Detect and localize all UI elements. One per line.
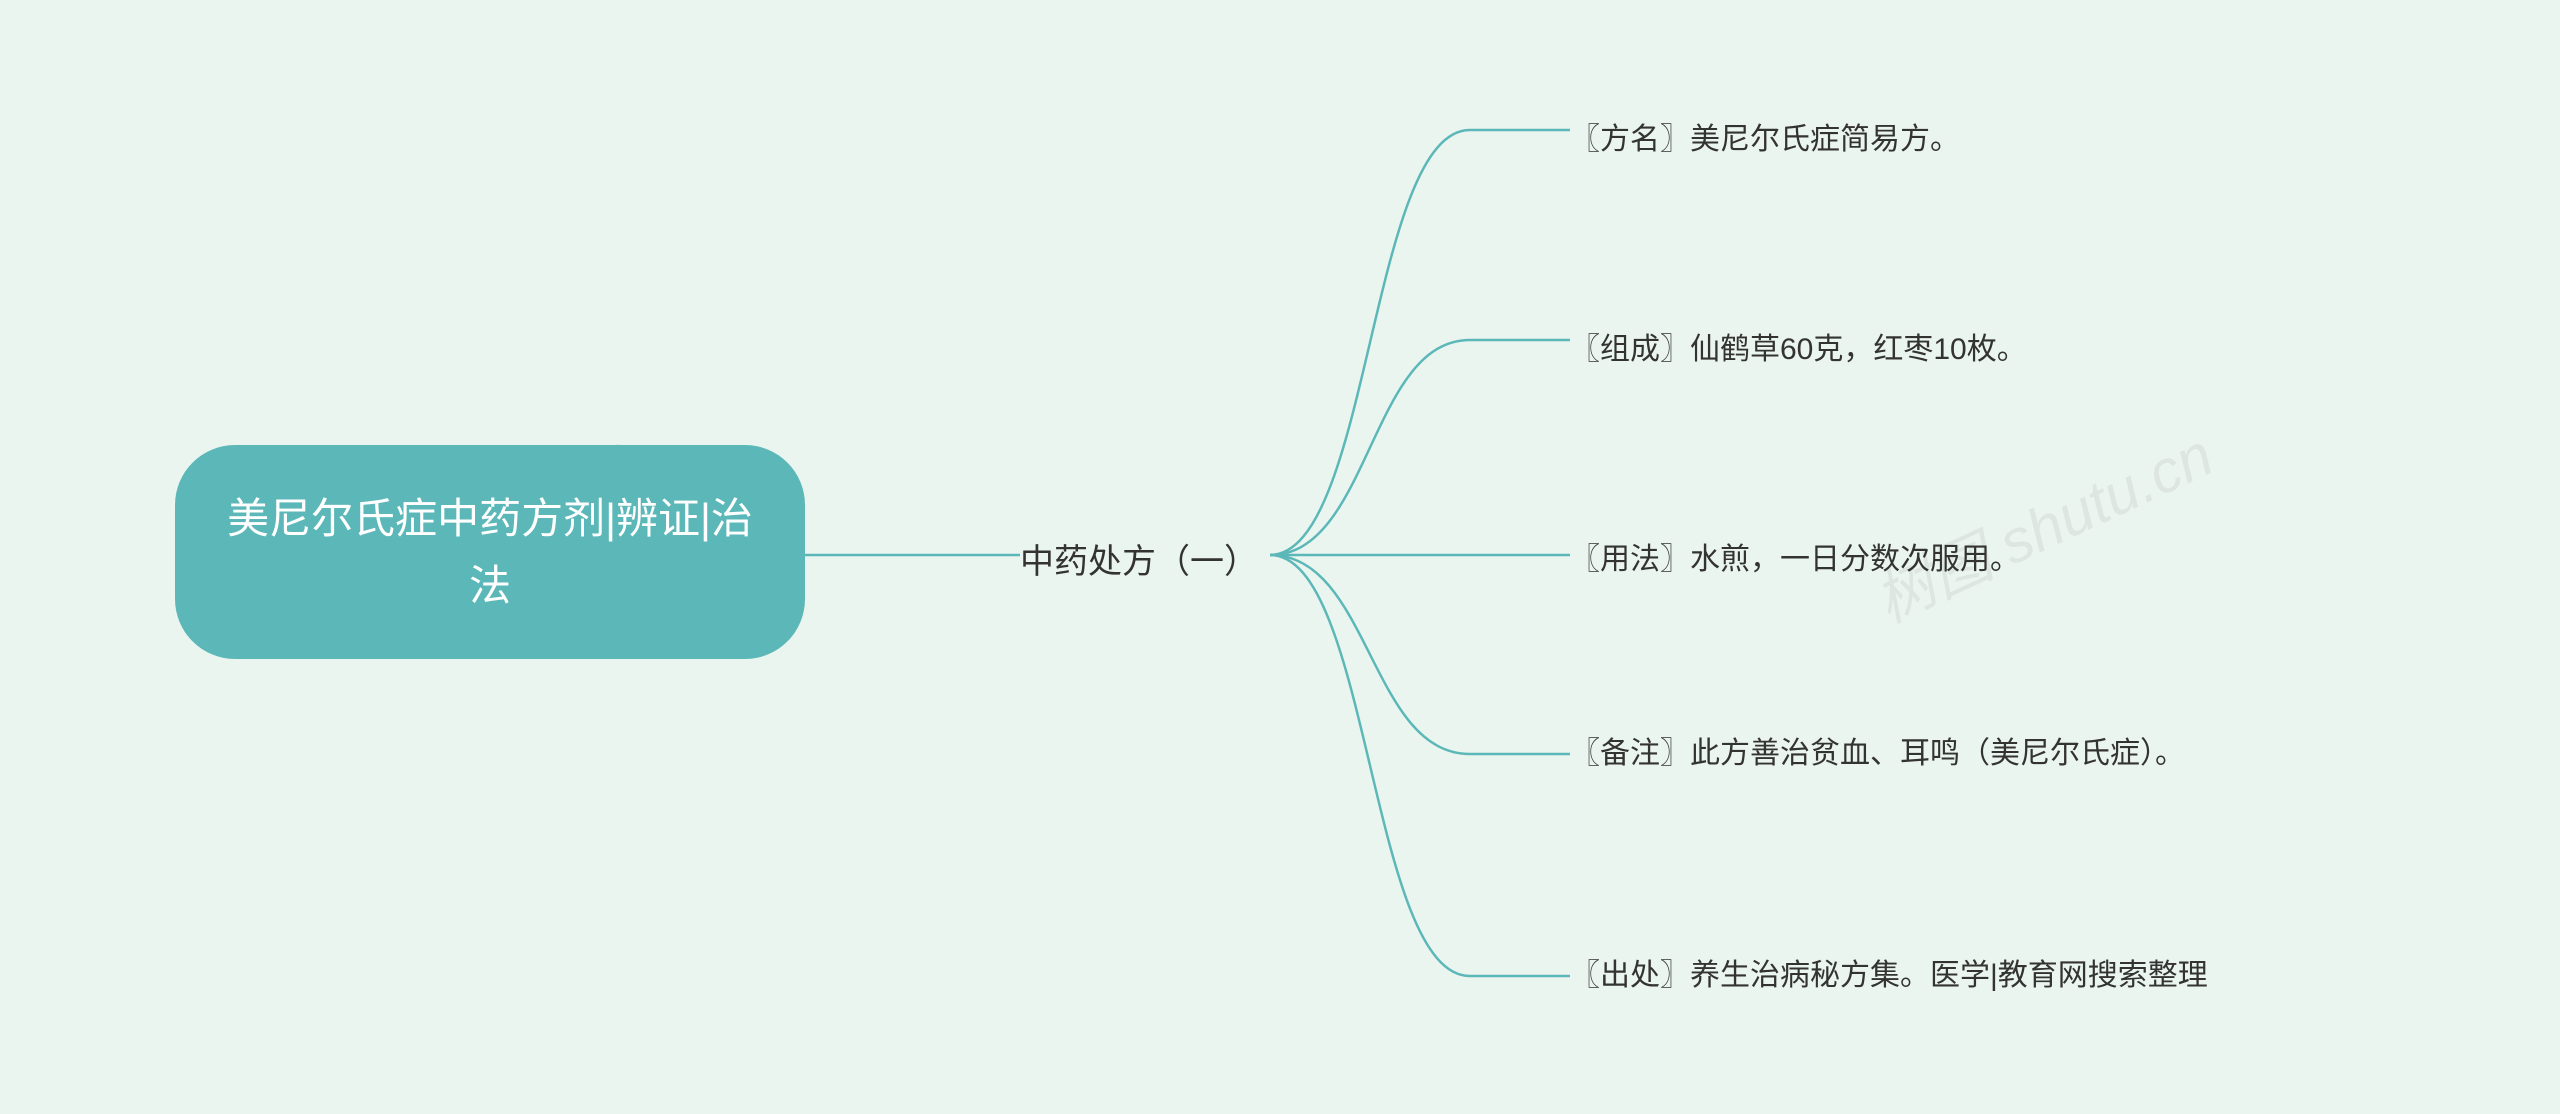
mindmap-leaf-node: 〖出处〗养生治病秘方集。医学|教育网搜索整理: [1570, 950, 2208, 1001]
mindmap-root-node: 美尼尔氏症中药方剂|辨证|治法: [175, 445, 805, 659]
mindmap-leaf-node: 〖用法〗水煎，一日分数次服用。: [1570, 534, 2020, 585]
mindmap-level1-node: 中药处方（一）: [1020, 534, 1258, 583]
watermark: 树图 shutu.cn: [1859, 407, 2225, 639]
mindmap-leaf-node: 〖方名〗美尼尔氏症简易方。: [1570, 114, 1960, 165]
mindmap-leaf-node: 〖备注〗此方善治贫血、耳鸣（美尼尔氏症）。: [1570, 728, 2185, 779]
mindmap-leaf-node: 〖组成〗仙鹤草60克，红枣10枚。: [1570, 324, 2027, 375]
